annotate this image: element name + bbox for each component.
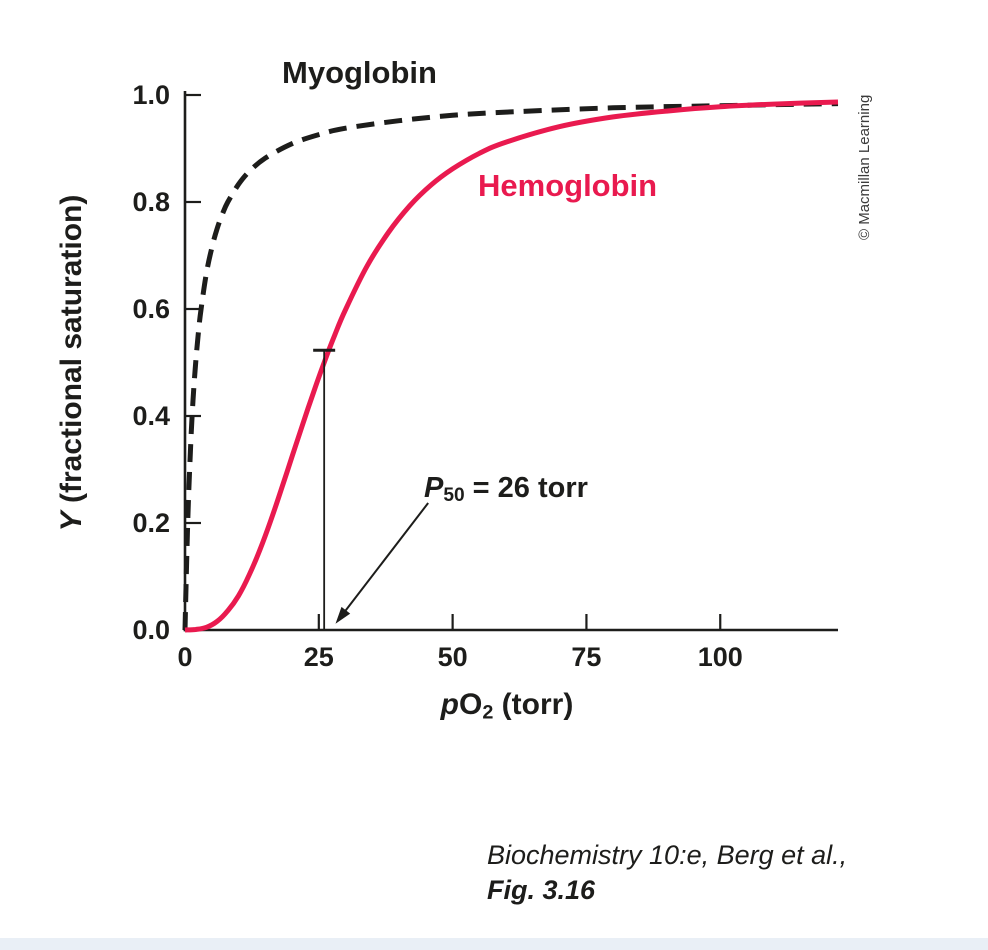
x-tick-label: 25 [304, 642, 334, 672]
footer-strip [0, 938, 988, 950]
x-axis-title-symbol: p [440, 688, 459, 721]
x-axis-title-suffix: (torr) [493, 688, 574, 721]
p50-annotation: P50 = 26 torr [424, 472, 588, 507]
x-axis-title-main: O [458, 688, 483, 721]
y-tick-label: 1.0 [132, 80, 170, 110]
x-tick-label: 100 [698, 642, 743, 672]
p50-arrow-head [335, 606, 351, 624]
hemoglobin-series-label: Hemoglobin [478, 168, 658, 203]
p50-arrow-line [341, 502, 429, 616]
copyright-text: © Macmillan Learning [856, 94, 873, 240]
y-tick-label: 0.6 [132, 294, 170, 324]
myoglobin-series-label: Myoglobin [282, 55, 437, 90]
myoglobin-curve [182, 101, 839, 631]
y-tick-label: 0.8 [132, 187, 170, 217]
y-tick-label: 0.2 [132, 508, 170, 538]
caption-source: Biochemistry 10:e, Berg et al., [487, 840, 848, 870]
x-tick-label: 75 [571, 642, 601, 672]
y-axis-title-symbol: Y [55, 511, 88, 532]
hemoglobin-curve [184, 99, 839, 633]
x-tick-label: 0 [177, 642, 192, 672]
figure-caption: Biochemistry 10:e, Berg et al., Fig. 3.1… [487, 838, 847, 908]
y-axis-title: Y (fractional saturation) [55, 189, 89, 537]
p50-subscript: 50 [443, 485, 465, 507]
x-axis-title-subscript: 2 [482, 701, 494, 724]
y-tick-label: 0.0 [132, 615, 170, 645]
p50-value-text: = 26 torr [464, 472, 588, 504]
y-tick-label: 0.4 [132, 401, 170, 431]
x-axis-title: pO2 (torr) [332, 688, 682, 724]
x-tick-label: 50 [438, 642, 468, 672]
caption-figure-number: Fig. 3.16 [487, 875, 596, 905]
p50-symbol: P [424, 472, 444, 504]
y-axis-title-text: (fractional saturation) [55, 194, 88, 512]
